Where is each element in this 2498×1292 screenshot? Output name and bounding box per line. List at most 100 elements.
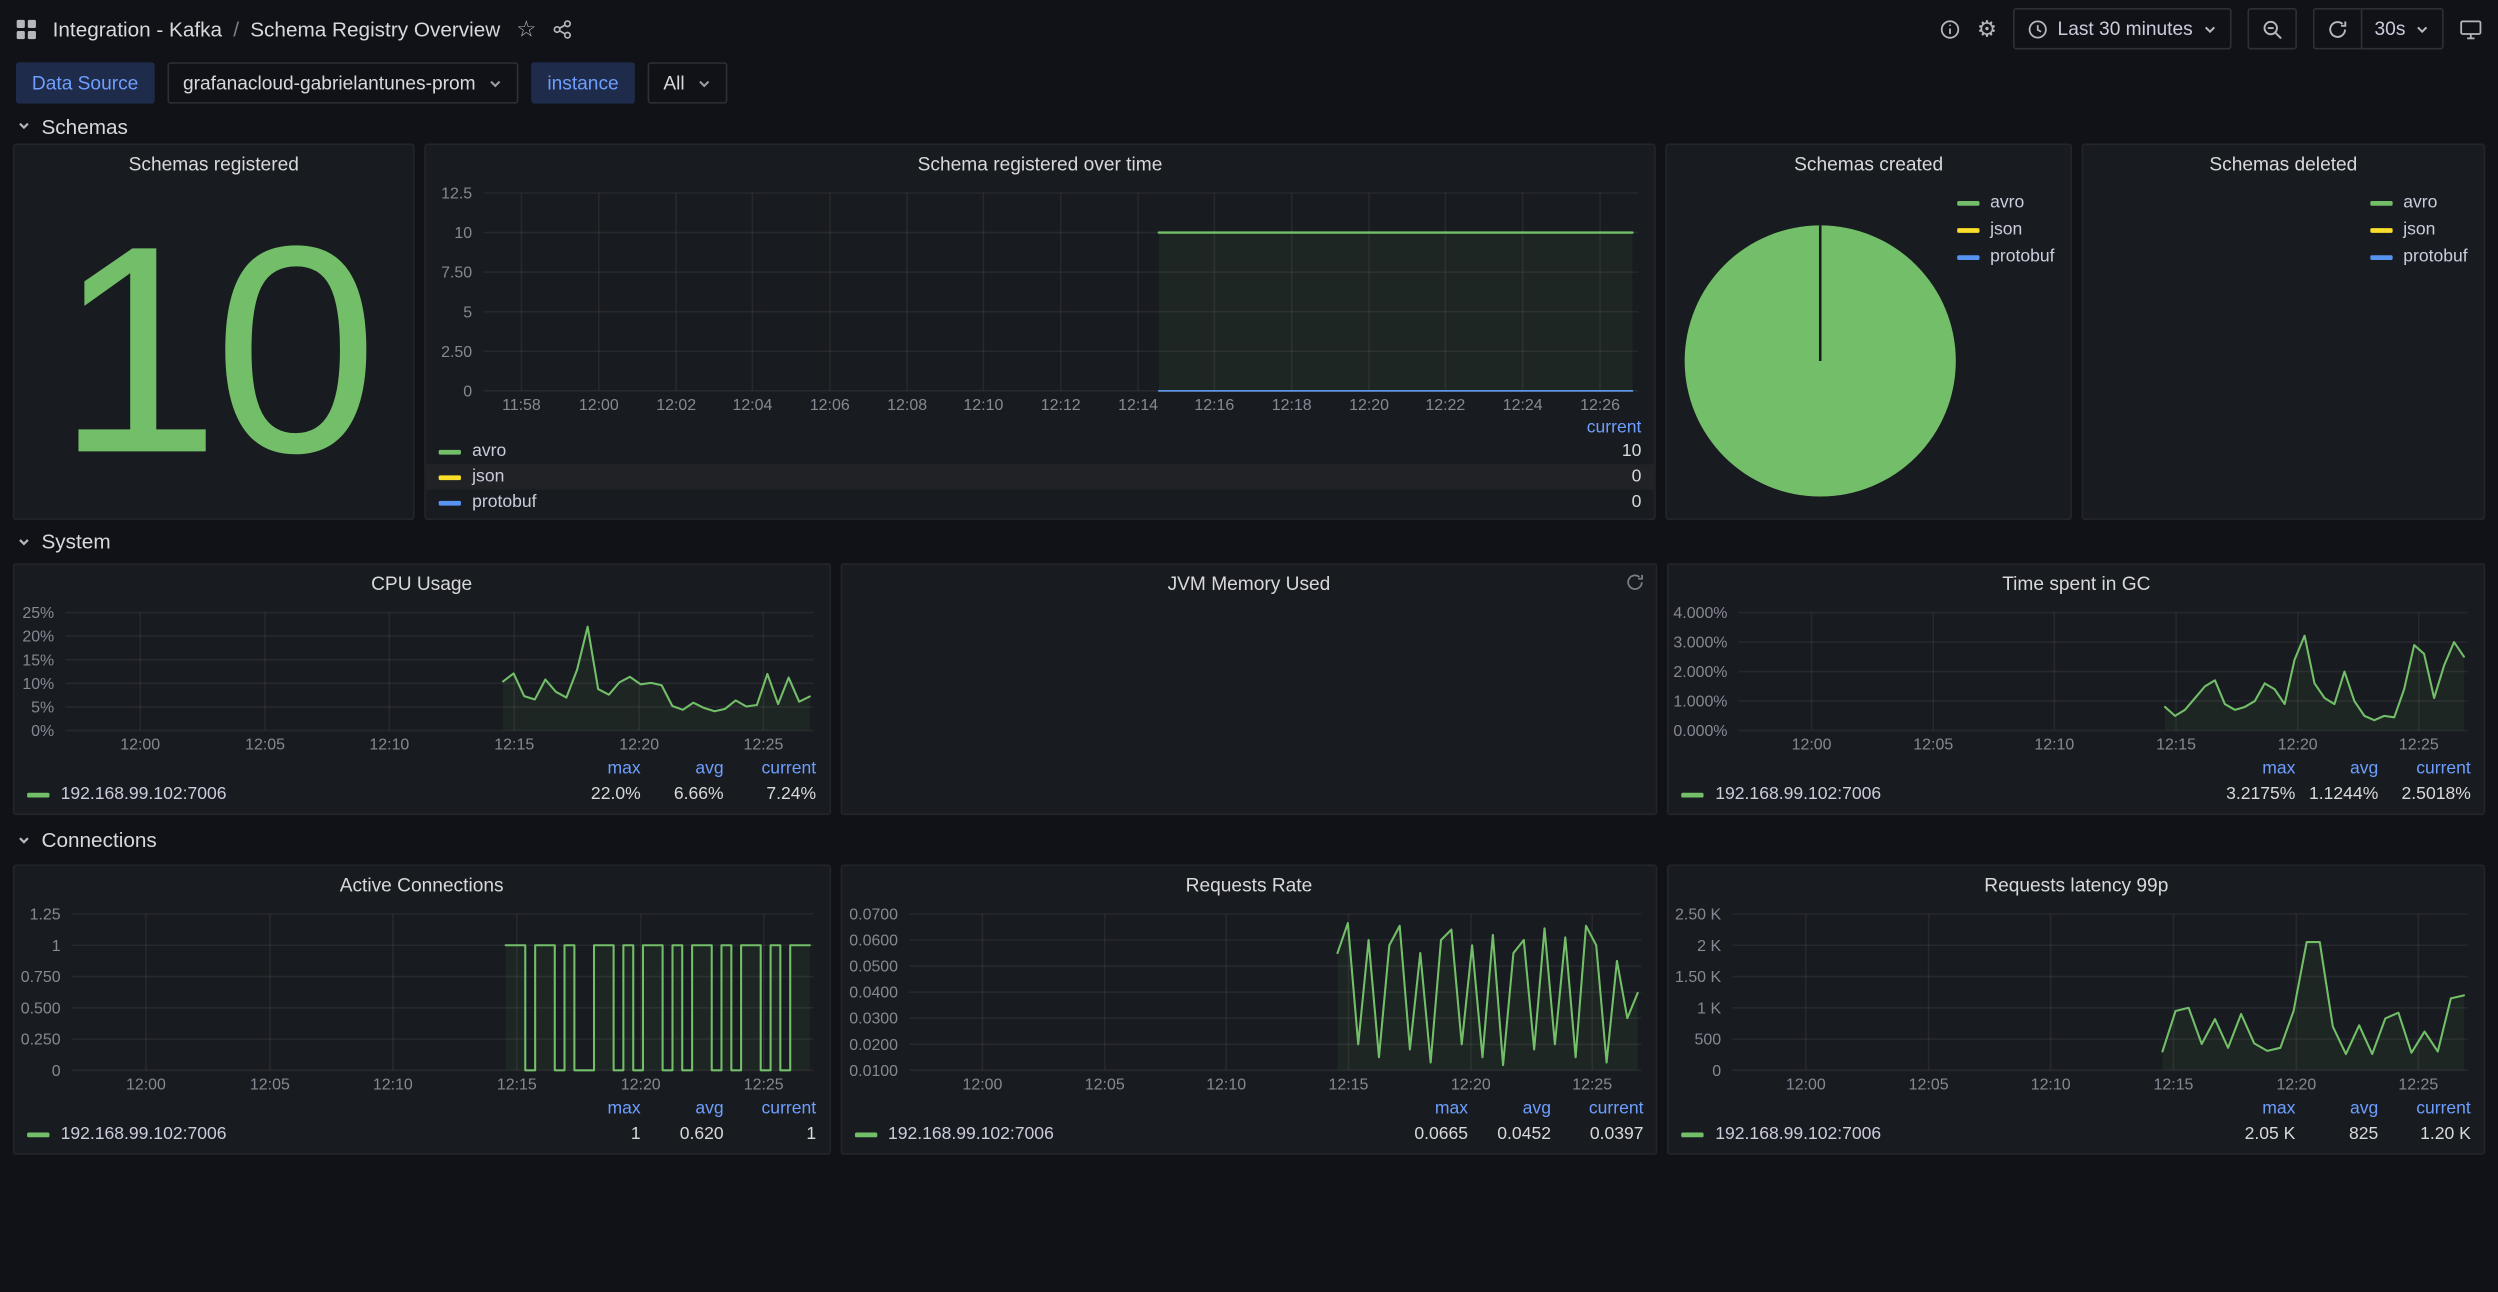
panel-title[interactable]: Requests latency 99p — [1984, 874, 2169, 897]
schemas-registered-value: 10 — [56, 186, 378, 515]
legend-max-header[interactable]: max — [607, 1099, 641, 1119]
refresh-interval-picker[interactable]: 30s — [2360, 7, 2444, 50]
legend-item-avro[interactable]: avro — [2369, 193, 2468, 213]
datasource-dropdown[interactable]: grafanacloud-gabrielantunes-prom — [167, 62, 519, 104]
schemas-created-pie-chart[interactable] — [1667, 183, 2071, 518]
legend-item-avro[interactable]: avro — [1956, 193, 2055, 213]
svg-text:12:00: 12:00 — [1786, 1076, 1826, 1093]
series-swatch — [854, 1131, 877, 1137]
legend-series[interactable]: 192.168.99.102:7006 — [1681, 1121, 2194, 1147]
section-header-schemas[interactable]: Schemas — [0, 108, 2498, 143]
refresh-button[interactable] — [2312, 7, 2361, 50]
section-header-connections[interactable]: Connections — [0, 815, 2498, 864]
instance-chip-label: instance — [531, 62, 635, 104]
tv-mode-icon[interactable] — [2460, 18, 2482, 39]
zoom-out-button[interactable] — [2246, 7, 2297, 50]
legend-current-header[interactable]: current — [1588, 1099, 1644, 1119]
panel-title[interactable]: Time spent in GC — [2002, 572, 2151, 595]
legend-max-header[interactable]: max — [1434, 1099, 1469, 1119]
legend-item-protobuf[interactable]: protobuf — [2369, 247, 2468, 266]
svg-text:11:58: 11:58 — [502, 397, 541, 414]
svg-text:0.0100: 0.0100 — [849, 1063, 898, 1080]
legend-item-json[interactable]: json — [2369, 220, 2468, 239]
legend-current-header[interactable]: current — [2416, 759, 2471, 779]
star-icon[interactable]: ☆ — [516, 15, 537, 42]
share-icon[interactable] — [552, 18, 573, 39]
section-header-system[interactable]: System — [0, 520, 2498, 563]
legend-avg-header[interactable]: avg — [1522, 1099, 1551, 1119]
legend-row-avro[interactable]: avro 10 — [426, 439, 1654, 465]
svg-text:12:14: 12:14 — [1118, 397, 1158, 414]
schema-over-time-chart[interactable]: 11:58 12:00 12:02 12:04 12:06 12:08 12:10 12:12… — [426, 183, 1654, 414]
panel-title[interactable]: CPU Usage — [371, 572, 473, 595]
series-name: avro — [2403, 193, 2438, 213]
legend-series[interactable]: 192.168.99.102:7006 — [27, 782, 539, 808]
legend-avg-header[interactable]: avg — [695, 1099, 724, 1119]
series-name: avro — [1990, 193, 2025, 213]
svg-text:1: 1 — [52, 938, 61, 955]
svg-text:12:10: 12:10 — [1206, 1076, 1246, 1093]
clock-icon — [2027, 18, 2048, 39]
instance-value: All — [663, 71, 685, 95]
breadcrumb-dashboard[interactable]: Schema Registry Overview — [250, 16, 501, 41]
gc-time-chart[interactable]: 12:00 12:05 12:10 12:15 12:20 12:25 0.000% 1.00… — [1669, 603, 2484, 755]
refresh-icon — [2327, 18, 2348, 39]
svg-text:0.500: 0.500 — [21, 1000, 61, 1017]
panel-title[interactable]: Requests Rate — [1185, 874, 1313, 897]
refresh-group: 30s — [2312, 7, 2444, 50]
svg-text:1.000%: 1.000% — [1674, 694, 1728, 711]
info-icon[interactable] — [1940, 18, 1961, 39]
panel-schema-registered-over-time: Schema registered over time 11:58 12:00 12… — [424, 143, 1656, 521]
series-swatch — [438, 474, 461, 480]
cpu-usage-chart[interactable]: 12:00 12:05 12:10 12:15 12:20 12:25 0% 5% 10% 15%… — [14, 603, 829, 755]
chevron-down-icon — [2202, 22, 2216, 36]
settings-gear-icon[interactable]: ⚙ — [1976, 15, 1997, 42]
legend-avg-header[interactable]: avg — [695, 759, 724, 779]
svg-text:500: 500 — [1695, 1032, 1722, 1049]
active-connections-chart[interactable]: 12:00 12:05 12:10 12:15 12:20 12:25 0 0.250 0.50… — [14, 904, 829, 1094]
section-title: Schemas — [41, 114, 128, 138]
instance-dropdown[interactable]: All — [647, 62, 728, 104]
svg-text:12:05: 12:05 — [1914, 737, 1954, 754]
svg-text:12:05: 12:05 — [1084, 1076, 1124, 1093]
panel-title[interactable]: Schemas deleted — [2209, 153, 2358, 176]
stat-current: 7.24% — [766, 784, 817, 804]
legend-item-json[interactable]: json — [1956, 220, 2055, 239]
panel-schemas-created: Schemas created avro json protobuf — [1665, 143, 2073, 521]
breadcrumb-folder[interactable]: Integration - Kafka — [52, 16, 223, 41]
requests-latency-chart[interactable]: 12:00 12:05 12:10 12:15 12:20 12:25 0 500 1 K 1.5… — [1669, 904, 2484, 1094]
legend-current-header[interactable]: current — [2416, 1099, 2471, 1119]
panel-title[interactable]: Schema registered over time — [917, 153, 1163, 176]
svg-text:12:10: 12:10 — [373, 1076, 413, 1093]
series-swatch — [1681, 791, 1705, 797]
chevron-down-icon — [16, 534, 32, 550]
panel-title[interactable]: Active Connections — [339, 874, 504, 897]
legend-current-header[interactable]: current — [761, 1099, 817, 1119]
time-range-picker[interactable]: Last 30 minutes — [2012, 7, 2231, 50]
panel-title[interactable]: Schemas created — [1794, 153, 1944, 176]
legend-avg-header[interactable]: avg — [2350, 1099, 2379, 1119]
svg-text:2 K: 2 K — [1698, 938, 1722, 955]
legend-item-protobuf[interactable]: protobuf — [1956, 247, 2054, 266]
stat-avg: 825 — [2349, 1124, 2379, 1144]
legend-series[interactable]: 192.168.99.102:7006 — [1681, 782, 2194, 808]
svg-text:12:15: 12:15 — [494, 737, 534, 754]
legend-avg-header[interactable]: avg — [2350, 759, 2379, 779]
panel-title[interactable]: JVM Memory Used — [1167, 572, 1331, 595]
legend-series[interactable]: 192.168.99.102:7006 — [854, 1121, 1366, 1147]
apps-grid-icon[interactable] — [16, 18, 37, 39]
legend-current-header[interactable]: current — [761, 759, 817, 779]
legend-max-header[interactable]: max — [2262, 759, 2296, 779]
legend-max-header[interactable]: max — [607, 759, 641, 779]
panel-title[interactable]: Schemas registered — [128, 153, 299, 176]
legend-row-json[interactable]: json 0 — [425, 464, 1655, 490]
svg-text:2.50: 2.50 — [441, 344, 472, 361]
legend-row-protobuf[interactable]: protobuf 0 — [426, 490, 1654, 516]
datasource-value: grafanacloud-gabrielantunes-prom — [182, 71, 476, 95]
stat-current: 2.5018% — [2401, 784, 2471, 804]
requests-rate-chart[interactable]: 12:00 12:05 12:10 12:15 12:20 12:25 0.0100 0.02… — [842, 904, 1657, 1094]
legend-series[interactable]: 192.168.99.102:7006 — [27, 1121, 539, 1147]
svg-text:12:15: 12:15 — [2157, 737, 2197, 754]
jvm-memory-chart-empty[interactable] — [842, 603, 1657, 814]
legend-max-header[interactable]: max — [2262, 1099, 2296, 1119]
